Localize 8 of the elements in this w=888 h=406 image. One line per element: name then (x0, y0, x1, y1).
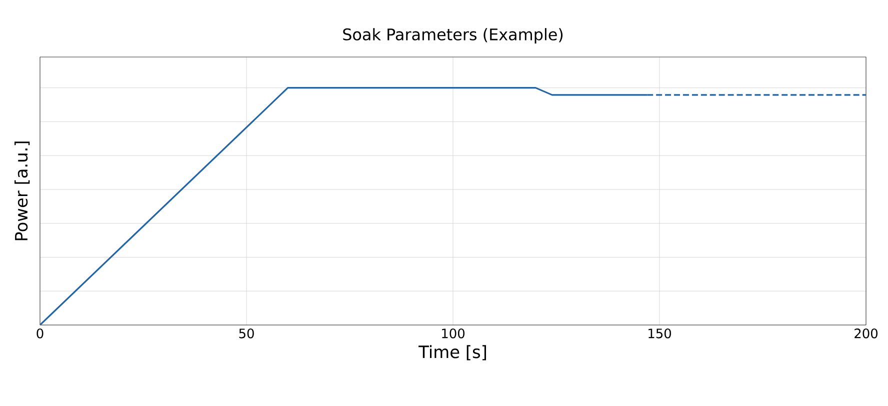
y-axis-title: Power [a.u.] (14, 142, 30, 240)
x-tick-label: 50 (239, 328, 254, 338)
x-tick-label: 200 (854, 328, 878, 338)
x-tick-label: 100 (442, 328, 464, 338)
chart-title: Soak Parameters (Example) (343, 28, 563, 44)
x-tick-label: 150 (648, 328, 671, 338)
x-tick-label: 0 (36, 328, 44, 338)
x-axis-title: Time [s] (418, 345, 486, 360)
